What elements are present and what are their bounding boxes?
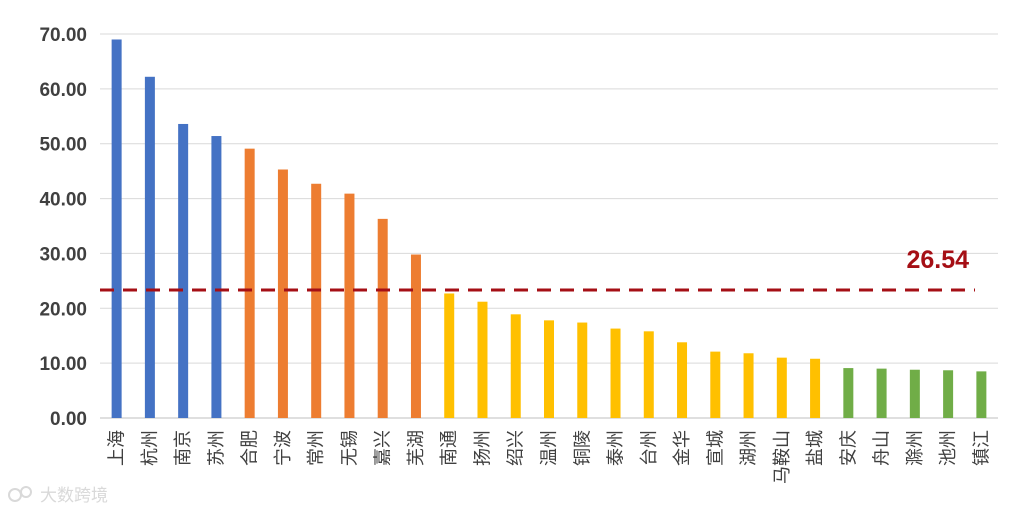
reference-line-label: 26.54 bbox=[906, 246, 969, 274]
bar bbox=[477, 301, 488, 418]
bars bbox=[111, 39, 987, 419]
x-tick-label: 南京 bbox=[173, 430, 194, 466]
bar bbox=[144, 76, 155, 418]
bar bbox=[710, 351, 721, 418]
y-tick-label: 60.00 bbox=[39, 80, 87, 101]
bar bbox=[810, 358, 821, 418]
bar bbox=[743, 353, 754, 418]
bar bbox=[344, 193, 355, 418]
x-axis: 上海 杭州 南京 苏州 合肥 宁波 常州 无锡 嘉兴 芜湖 南通 扬州 绍兴 温州 铜陵 泰州 台州 金华 宣城 湖州… bbox=[107, 430, 993, 484]
y-tick-label: 10.00 bbox=[39, 354, 87, 375]
bar bbox=[377, 218, 388, 418]
x-tick-label: 滁州 bbox=[905, 430, 926, 466]
x-tick-label: 镇江 bbox=[971, 430, 992, 466]
x-tick-label: 泰州 bbox=[606, 430, 627, 466]
y-tick-label: 70.00 bbox=[39, 25, 87, 46]
x-tick-label: 合肥 bbox=[240, 430, 261, 466]
bar bbox=[577, 322, 588, 418]
bar bbox=[843, 368, 854, 418]
bar bbox=[277, 169, 288, 418]
x-tick-label: 舟山 bbox=[872, 430, 893, 466]
x-tick-label: 苏州 bbox=[206, 430, 227, 466]
x-tick-label: 铜陵 bbox=[572, 430, 593, 466]
x-tick-label: 金华 bbox=[672, 430, 693, 466]
bar bbox=[610, 328, 621, 418]
x-tick-label: 温州 bbox=[539, 430, 560, 466]
x-tick-label: 盐城 bbox=[805, 430, 826, 466]
bar bbox=[876, 368, 887, 418]
bar bbox=[643, 331, 654, 418]
x-tick-label: 台州 bbox=[639, 430, 660, 466]
x-tick-label: 宁波 bbox=[273, 430, 294, 466]
bar bbox=[444, 293, 455, 418]
x-tick-label: 绍兴 bbox=[506, 430, 527, 466]
x-tick-label: 芜湖 bbox=[406, 430, 427, 466]
bar bbox=[677, 342, 688, 418]
y-tick-label: 40.00 bbox=[39, 190, 87, 211]
bar bbox=[178, 123, 189, 419]
x-tick-label: 嘉兴 bbox=[373, 430, 394, 466]
bar bbox=[111, 39, 122, 418]
bar bbox=[943, 370, 954, 418]
x-tick-label: 池州 bbox=[938, 430, 959, 466]
logo-icon bbox=[8, 485, 32, 502]
bar bbox=[909, 369, 920, 418]
bar bbox=[776, 357, 787, 418]
y-tick-label: 0.00 bbox=[50, 409, 87, 430]
x-tick-label: 杭州 bbox=[140, 430, 161, 466]
bar bbox=[244, 148, 255, 418]
x-tick-label: 无锡 bbox=[339, 430, 360, 466]
bar bbox=[510, 314, 521, 418]
x-tick-label: 上海 bbox=[107, 430, 128, 466]
bar bbox=[544, 320, 554, 418]
bar bbox=[410, 254, 421, 418]
y-tick-label: 50.00 bbox=[39, 135, 87, 156]
x-tick-label: 马鞍山 bbox=[772, 430, 793, 484]
x-tick-label: 扬州 bbox=[472, 430, 493, 466]
bar bbox=[976, 371, 987, 418]
x-tick-label: 湖州 bbox=[739, 430, 760, 466]
bar bbox=[211, 136, 222, 418]
reference-line-group: 26.54 bbox=[100, 246, 975, 292]
watermark-text: 大数跨境 bbox=[40, 486, 108, 506]
x-tick-label: 安庆 bbox=[838, 430, 859, 466]
bar bbox=[311, 183, 322, 418]
x-tick-label: 宣城 bbox=[705, 430, 726, 466]
x-tick-label: 南通 bbox=[439, 430, 460, 466]
watermark: 大数跨境 bbox=[8, 481, 108, 506]
y-axis: 0.00 10.00 20.00 30.00 40.00 50.00 60.00 70.00 bbox=[39, 25, 87, 430]
y-tick-label: 20.00 bbox=[39, 299, 87, 320]
y-tick-label: 30.00 bbox=[39, 244, 87, 265]
x-tick-label: 常州 bbox=[306, 430, 327, 466]
